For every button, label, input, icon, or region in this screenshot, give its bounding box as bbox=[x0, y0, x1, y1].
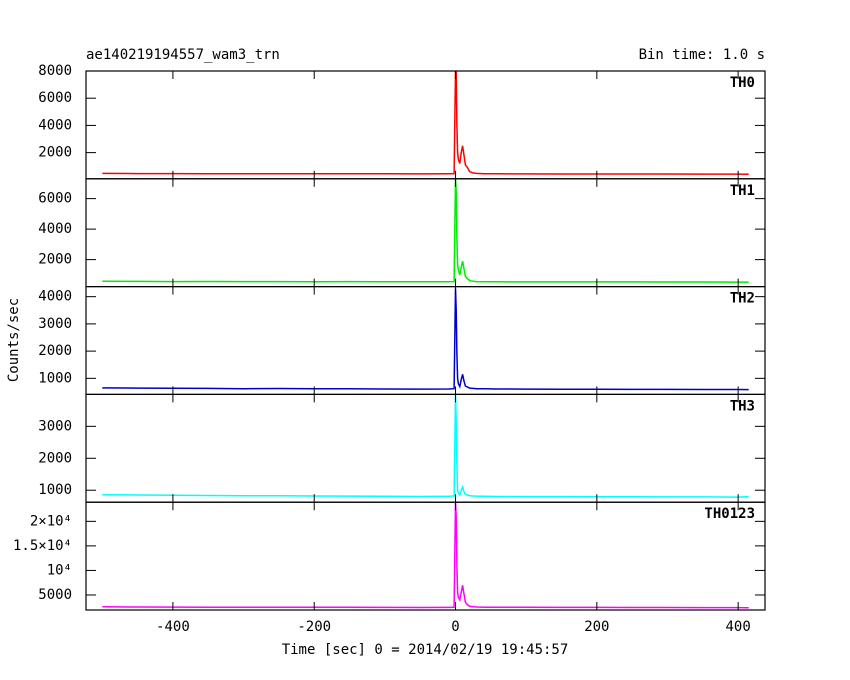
y-tick-label: 8000 bbox=[38, 63, 72, 79]
panel-label: TH0123 bbox=[704, 506, 755, 522]
x-axis-label: Time [sec] 0 = 2014/02/19 19:45:57 bbox=[282, 642, 569, 658]
y-tick-label: 1.5×10⁴ bbox=[13, 538, 72, 554]
y-tick-label: 1000 bbox=[38, 370, 72, 386]
x-tick-label: 200 bbox=[584, 619, 609, 635]
y-tick-label: 6000 bbox=[38, 90, 72, 106]
chart-title: ae140219194557_wam3_trn bbox=[86, 47, 280, 63]
y-tick-label: 1000 bbox=[38, 482, 72, 498]
x-tick-label: 0 bbox=[451, 619, 459, 635]
x-tick-label: -400 bbox=[156, 619, 190, 635]
y-tick-label: 3000 bbox=[38, 316, 72, 332]
panel-frame bbox=[85, 286, 766, 396]
panel-frame bbox=[85, 501, 766, 611]
panel-label: TH2 bbox=[730, 291, 755, 307]
y-tick-label: 2000 bbox=[38, 145, 72, 161]
y-tick-label: 2×10⁴ bbox=[30, 513, 72, 529]
panel-frame bbox=[85, 70, 766, 180]
panel-label: TH0 bbox=[730, 75, 755, 91]
y-tick-label: 3000 bbox=[38, 418, 72, 434]
light-curve bbox=[102, 502, 749, 609]
panel-frame bbox=[85, 393, 766, 503]
y-tick-label: 6000 bbox=[38, 191, 72, 207]
x-tick-label: 400 bbox=[726, 619, 751, 635]
y-axis-label: Counts/sec bbox=[6, 298, 22, 382]
light-curve bbox=[102, 288, 749, 391]
y-tick-label: 10⁴ bbox=[47, 562, 72, 578]
panel-label: TH3 bbox=[730, 398, 755, 414]
light-curve bbox=[102, 70, 749, 175]
y-tick-label: 2000 bbox=[38, 450, 72, 466]
y-tick-label: 2000 bbox=[38, 252, 72, 268]
y-tick-label: 4000 bbox=[38, 289, 72, 305]
x-tick-label: -200 bbox=[297, 619, 331, 635]
bin-time: Bin time: 1.0 s bbox=[639, 47, 765, 63]
y-tick-label: 4000 bbox=[38, 221, 72, 237]
panel-frame bbox=[85, 178, 766, 288]
panel-label: TH1 bbox=[730, 183, 755, 199]
y-tick-label: 4000 bbox=[38, 117, 72, 133]
light-curve bbox=[102, 178, 749, 283]
y-tick-label: 5000 bbox=[38, 587, 72, 603]
light-curve bbox=[102, 394, 749, 498]
y-tick-label: 2000 bbox=[38, 343, 72, 359]
